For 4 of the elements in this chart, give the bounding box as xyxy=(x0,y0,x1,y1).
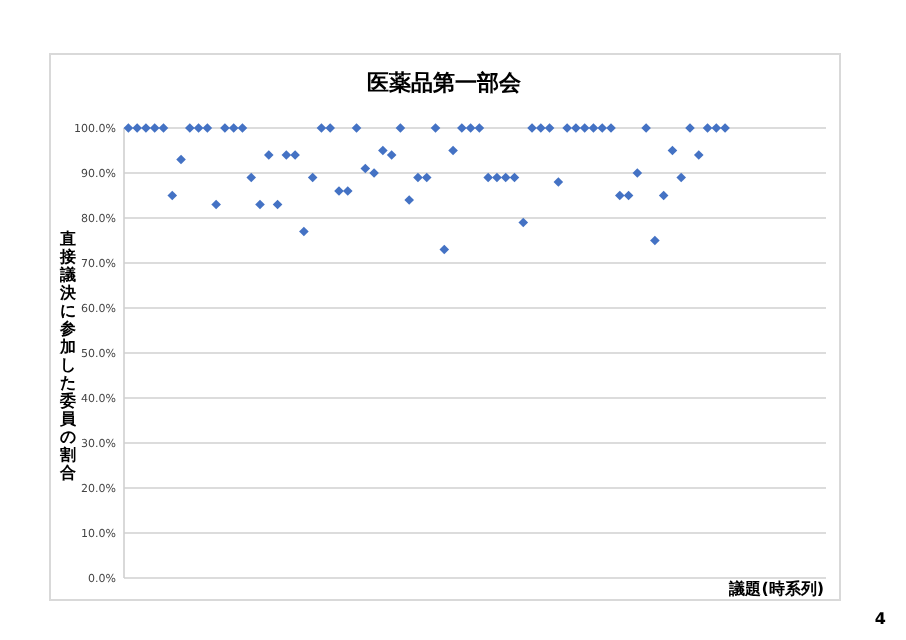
text: 直接議決に参加した委員の割合 xyxy=(60,230,76,482)
text: 4 xyxy=(874,610,887,628)
x-axis-title: 議題(時系列) xyxy=(727,580,824,598)
chart-title: 医薬品第一部会 xyxy=(367,70,523,96)
